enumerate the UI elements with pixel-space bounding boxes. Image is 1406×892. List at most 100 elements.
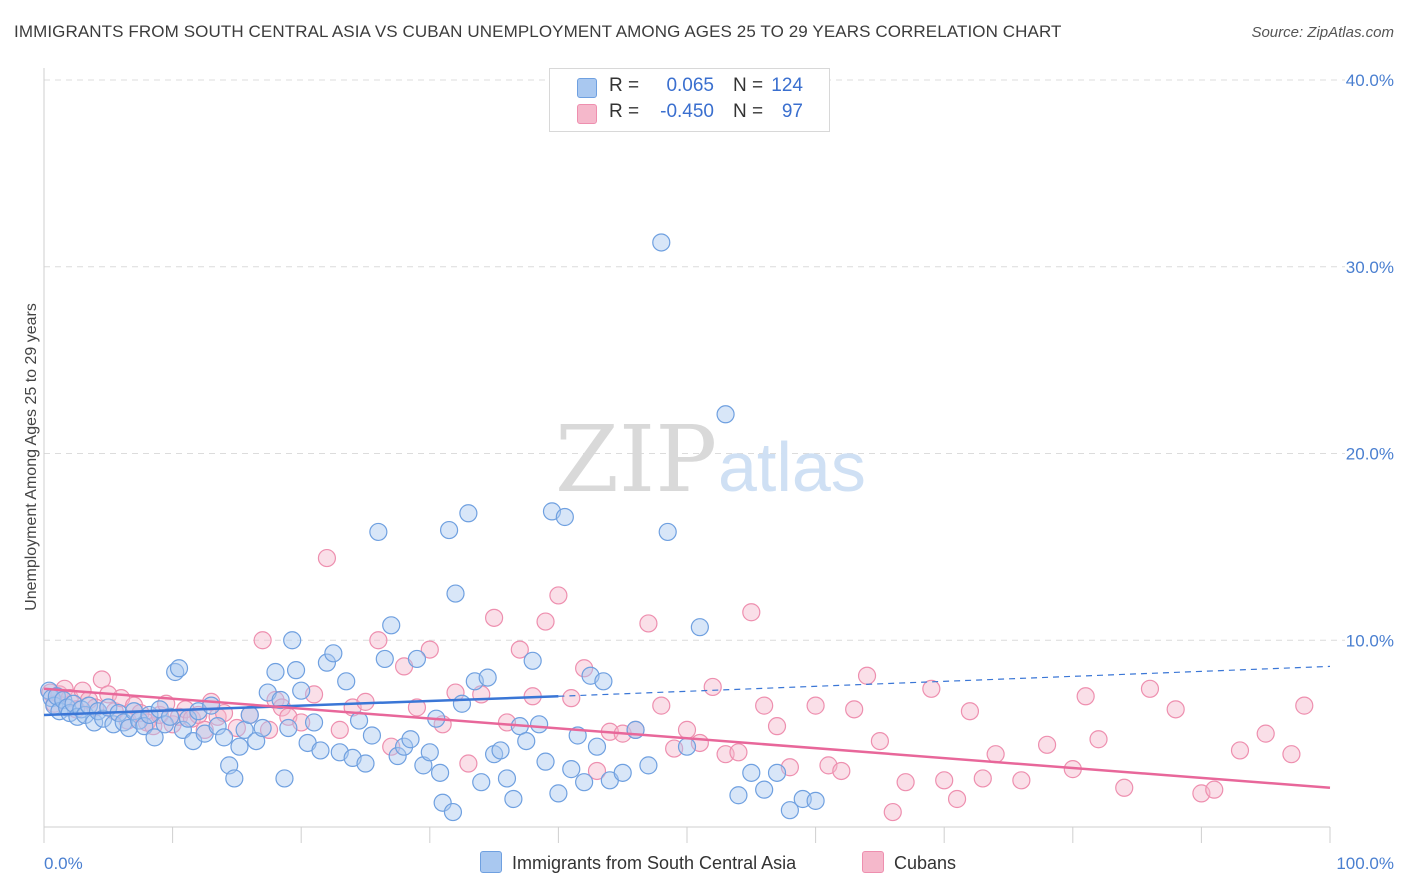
cubans-point (382, 737, 401, 756)
legend-n-value: 124 (771, 75, 803, 96)
x-tick-labels: 0.0% 100.0% (44, 854, 1394, 873)
south-central-asia-point (443, 802, 463, 822)
cubans-point (562, 689, 581, 708)
south-central-asia-point (504, 789, 523, 809)
cubans-point (832, 761, 851, 781)
gridlines (44, 79, 1345, 641)
south-central-asia-point (755, 780, 774, 799)
cubans-point (330, 720, 349, 739)
legend-swatch-blue (577, 78, 597, 98)
trend-lines (43, 665, 1331, 790)
cubans-point (587, 761, 607, 781)
south-central-asia-point (652, 233, 671, 252)
cubans-point (729, 743, 748, 762)
series-south-central-asia-points (40, 233, 825, 822)
cubans-point (369, 631, 388, 650)
cubans-point (922, 679, 941, 698)
legend-r-value: 0.065 (666, 75, 714, 96)
south-central-asia-point (114, 713, 133, 732)
south-central-asia-point (677, 737, 697, 756)
cubans-point (1230, 741, 1250, 760)
south-central-asia-point (433, 793, 452, 812)
south-central-asia-point (275, 769, 294, 788)
south-central-asia-point (283, 631, 302, 650)
cubans-point (845, 700, 864, 719)
south-central-asia-point (375, 649, 394, 669)
south-central-asia-point (225, 769, 244, 788)
y-tick-label: 30.0% (1346, 258, 1394, 277)
south-central-asia-point (279, 718, 298, 738)
south-central-asia-point (497, 769, 517, 788)
trend-line-south-central-asia (43, 695, 559, 717)
south-central-asia-point (446, 584, 465, 603)
south-central-asia-point (536, 752, 555, 771)
legend-n-label: N = (733, 101, 764, 122)
south-central-asia-point (160, 707, 180, 726)
cubans-point (986, 745, 1005, 764)
south-central-asia-point (407, 649, 427, 669)
south-central-asia-point (639, 756, 658, 775)
south-central-asia-point (613, 763, 632, 782)
legend-n-value: 97 (781, 101, 803, 122)
south-central-asia-point (317, 653, 337, 672)
y-tick-label: 10.0% (1346, 631, 1394, 650)
cubans-point (973, 769, 992, 788)
cubans-point (1140, 679, 1160, 698)
south-central-asia-point (145, 728, 164, 747)
south-central-asia-point (780, 801, 799, 820)
south-central-asia-point (382, 616, 401, 635)
south-central-asia-point (690, 618, 709, 637)
south-central-asia-point (587, 737, 607, 756)
watermark: ZIP atlas (555, 406, 866, 513)
south-central-asia-point (369, 522, 388, 542)
y-tick-labels: 10.0% 20.0% 30.0% 40.0% (1346, 71, 1394, 650)
legend-row-cubans: R = -0.450 N = 97 (550, 101, 829, 127)
bottom-legend-swatch-blue (480, 851, 502, 873)
cubans-point (703, 677, 722, 697)
cubans-point (420, 640, 439, 659)
south-central-asia-point (491, 741, 510, 760)
y-axis-label: Unemployment Among Ages 25 to 29 years (23, 303, 40, 611)
cubans-point (1205, 780, 1224, 799)
legend-r-label: R = (609, 75, 640, 96)
south-central-asia-point (202, 696, 221, 715)
south-central-asia-point (742, 763, 761, 782)
bottom-legend-south-central-asia: Immigrants from South Central Asia (480, 851, 796, 877)
cubans-point (459, 754, 478, 773)
cubans-point (575, 659, 594, 678)
cubans-point (1115, 778, 1134, 797)
cubans-point (1256, 724, 1275, 743)
south-central-asia-point (304, 713, 324, 732)
cubans-point (317, 548, 337, 568)
south-central-asia-point (716, 405, 735, 424)
south-central-asia-point (439, 520, 459, 540)
cubans-point (1037, 735, 1057, 754)
cubans-point (549, 586, 568, 605)
south-central-asia-point (311, 741, 330, 760)
south-central-asia-point (324, 644, 343, 663)
watermark-zip: ZIP (555, 406, 717, 513)
trend-line-south-central-asia-extension (558, 665, 1331, 697)
cubans-point (1166, 700, 1185, 719)
south-central-asia-point (337, 672, 356, 691)
south-central-asia-point (286, 661, 306, 680)
cubans-point (883, 802, 902, 822)
trend-line-cubans (43, 687, 1331, 790)
cubans-point (896, 773, 915, 792)
cubans-point (266, 690, 285, 710)
cubans-point (639, 614, 658, 633)
south-central-asia-point (214, 728, 234, 747)
legend-swatch-pink (577, 104, 597, 124)
south-central-asia-point (401, 730, 420, 749)
south-central-asia-point (517, 731, 536, 751)
south-central-asia-point (388, 746, 407, 766)
south-central-asia-point (173, 720, 192, 739)
south-central-asia-point (530, 715, 549, 734)
south-central-asia-point (208, 717, 227, 736)
correlation-legend: R = 0.065 N = 124 R = -0.450 N = 97 (549, 68, 830, 132)
cubans-point (259, 720, 279, 739)
bottom-legend-swatch-pink (862, 851, 884, 873)
south-central-asia-point (452, 694, 472, 713)
south-central-asia-point (119, 718, 138, 738)
